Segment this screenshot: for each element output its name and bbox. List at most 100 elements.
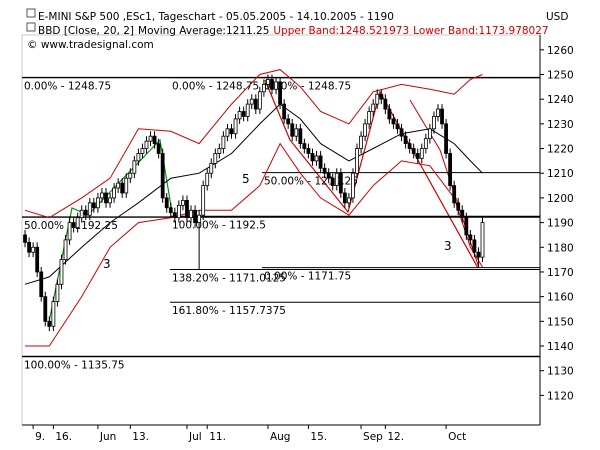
- candle-body: [39, 271, 44, 298]
- candle-body: [67, 222, 72, 241]
- y-tick-label: 1260: [547, 45, 574, 57]
- candle-body: [367, 111, 372, 125]
- candle-body: [472, 239, 477, 253]
- candle-body: [266, 79, 270, 85]
- candle-body: [172, 212, 177, 219]
- candle-body: [464, 217, 469, 236]
- candle-body: [460, 209, 465, 219]
- y-tick-label: 1240: [547, 94, 574, 106]
- candle-body: [355, 148, 359, 174]
- y-tick-label: 1140: [547, 341, 574, 353]
- candle-body: [359, 135, 363, 149]
- candle-body: [310, 153, 315, 162]
- candle-body: [306, 148, 311, 154]
- candle-body: [326, 172, 331, 179]
- x-tick-label: Oct: [448, 431, 466, 443]
- y-tick-label: 1160: [547, 292, 574, 304]
- candle-body: [71, 222, 76, 228]
- y-tick-label: 1150: [547, 316, 574, 328]
- candle-body: [440, 108, 444, 125]
- candle-body: [282, 103, 287, 120]
- candle-body: [468, 234, 473, 241]
- candle-body: [152, 135, 157, 145]
- x-tick-label: 13.: [132, 431, 149, 443]
- candle-body: [237, 111, 242, 120]
- candle-body: [407, 143, 412, 149]
- y-tick-label: 1180: [547, 242, 574, 254]
- level-label: 0.00% - 1248.75: [24, 81, 111, 93]
- legend: BBD [Close, 20, 2] Moving Average:1211.25…: [38, 25, 549, 37]
- candle-body: [176, 204, 181, 219]
- candle-body: [278, 81, 282, 105]
- candle-body: [23, 234, 27, 243]
- candle-body: [193, 209, 197, 223]
- candle-body: [274, 81, 278, 90]
- candle-body: [399, 128, 404, 137]
- level-label: 0.00% - 1248.75: [172, 81, 259, 93]
- legend-entry: Upper Band:1248.521973: [273, 25, 409, 37]
- candle-body: [375, 93, 380, 105]
- x-tick-label: Jun: [99, 431, 116, 443]
- candle-body: [411, 148, 416, 154]
- candle-body: [96, 197, 100, 209]
- candle-body: [197, 214, 202, 223]
- candle-body: [436, 108, 440, 117]
- candle-body: [452, 185, 457, 204]
- candle-body: [205, 172, 210, 186]
- candle-body: [314, 155, 319, 162]
- candle-body: [456, 202, 461, 211]
- candle-body: [432, 116, 436, 130]
- candle-body: [136, 153, 141, 162]
- candle-body: [270, 79, 274, 90]
- candle-body: [419, 148, 424, 159]
- y-tick-label: 1210: [547, 168, 574, 180]
- candle-body: [476, 251, 481, 258]
- copyright: © www.tradesignal.com: [27, 39, 154, 51]
- candle-body: [83, 209, 88, 216]
- candle-body: [148, 135, 153, 142]
- candle-body: [120, 182, 125, 194]
- candle-body: [75, 217, 80, 228]
- candle-body: [233, 118, 238, 135]
- candle-body: [201, 185, 206, 216]
- candle-body: [257, 91, 262, 110]
- candle-body: [379, 93, 384, 100]
- candle-body: [124, 177, 129, 194]
- candle-body: [209, 162, 214, 174]
- level-label: 100.00% - 1192.5: [172, 219, 266, 231]
- candle-body: [31, 246, 36, 253]
- candle-body: [112, 187, 117, 199]
- level-label: 138.20% - 1171.0125: [172, 272, 286, 284]
- candle-body: [160, 153, 165, 199]
- candle-body: [444, 123, 448, 154]
- y-tick-label: 1230: [547, 119, 574, 131]
- candle-body: [253, 98, 258, 110]
- candle-body: [217, 148, 222, 154]
- indicator-icon: [26, 22, 36, 32]
- candle-body: [181, 199, 185, 206]
- legend-entry: Moving Average:1211.25: [138, 25, 269, 37]
- candle-body: [387, 108, 392, 120]
- x-tick-label: Jul: [188, 431, 202, 443]
- candle-body: [427, 128, 432, 140]
- candle-body: [132, 160, 137, 174]
- candle-body: [213, 153, 218, 164]
- candle-body: [245, 103, 250, 117]
- candle-body: [189, 209, 193, 219]
- candle-body: [448, 153, 453, 186]
- candle-body: [100, 192, 104, 199]
- y-tick-label: 1190: [547, 218, 574, 230]
- candle-body: [108, 197, 112, 204]
- candle-body: [116, 182, 121, 189]
- y-tick-label: 1170: [547, 267, 574, 279]
- x-tick-label: 11.: [209, 431, 226, 443]
- x-tick-label: 15.: [310, 431, 327, 443]
- candle-body: [51, 301, 56, 327]
- candle-body: [225, 128, 230, 137]
- candle-body: [286, 118, 291, 125]
- candle-body: [59, 259, 64, 285]
- candle-body: [347, 197, 351, 204]
- candle-body: [318, 155, 323, 169]
- candle-body: [27, 241, 31, 253]
